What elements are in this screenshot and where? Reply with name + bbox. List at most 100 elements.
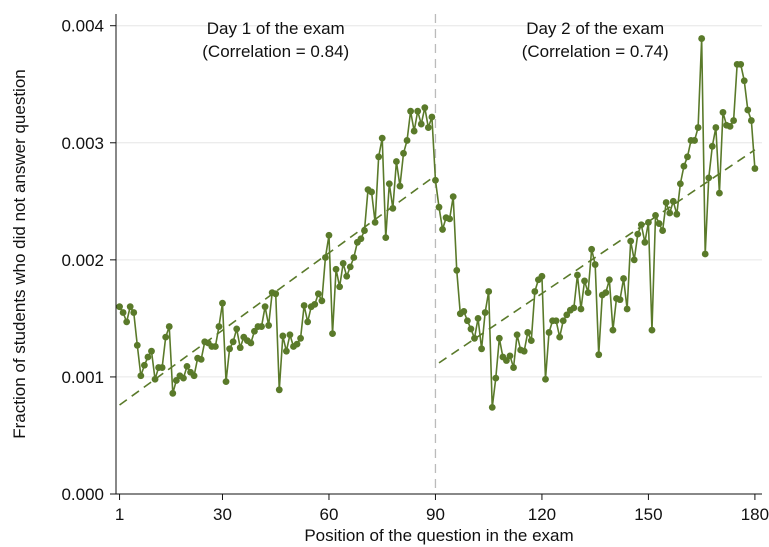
data-point [542,375,549,383]
data-point [503,357,510,364]
data-point [261,303,269,311]
series [116,35,759,411]
data-point [747,117,755,124]
data-point [407,107,415,115]
data-point [336,283,344,291]
data-point [279,332,287,340]
data-point [556,333,564,341]
data-point [712,124,720,131]
x-tick-label: 90 [426,505,445,524]
data-point [382,234,390,242]
data-point [527,337,535,345]
data-point [151,375,159,383]
y-tick-label: 0.004 [61,17,104,36]
data-point [719,108,727,116]
data-point [652,211,659,219]
data-point [410,127,418,135]
data-point [215,323,223,330]
data-point [169,389,177,397]
data-point [428,113,436,121]
data-point [708,142,716,150]
data-point [375,153,383,161]
data-point [559,317,567,325]
data-point [701,250,709,258]
data-point [698,35,706,42]
data-point [165,323,173,330]
data-point [446,215,454,223]
data-point [361,227,368,234]
data-point [655,220,663,227]
data-point [634,230,642,238]
x-tick-label: 120 [528,505,556,524]
data-point [297,334,304,342]
data-point [630,256,638,264]
data-point [645,218,652,226]
data-point [158,364,166,371]
data-point [616,296,624,304]
data-point [332,265,340,273]
data-point [116,303,123,311]
data-point [162,333,170,341]
data-point [659,227,667,234]
data-point [574,271,581,279]
data-point [219,299,226,307]
data-point [119,309,127,316]
data-point [669,197,677,205]
data-point [414,107,422,115]
data-point [705,174,713,182]
data-point [417,120,425,128]
data-point [627,237,635,245]
annotation-day1-title: Day 1 of the exam [207,19,345,38]
data-point [211,343,219,350]
data-point [329,330,336,338]
data-point [602,289,610,297]
data-point [460,307,468,315]
data-point [180,374,187,382]
data-point [314,290,322,298]
data-point [247,339,255,347]
data-point [662,199,670,206]
data-point [172,377,180,384]
data-point [236,344,244,352]
data-point [694,124,702,131]
data-point [581,277,588,285]
data-point [403,137,411,144]
x-tick-label: 60 [320,505,339,524]
data-point [325,231,333,239]
data-point [275,386,283,394]
series-line [118,37,756,409]
data-point [378,134,386,142]
data-point [751,165,759,172]
data-point [577,305,585,313]
data-point [371,218,379,226]
data-point [478,345,485,353]
data-point [318,297,326,305]
data-point [510,364,517,371]
data-point [623,305,631,313]
y-tick-label: 0.000 [61,485,104,504]
data-point [144,353,152,361]
x-tick-label: 180 [741,505,769,524]
data-point [673,210,681,218]
data-point [311,300,319,308]
labels: Fraction of students who did not answer … [10,19,669,545]
data-point [545,329,553,336]
data-point [424,124,432,131]
data-point [385,180,393,188]
data-point [350,254,358,261]
data-point [740,77,748,85]
data-point [726,122,734,130]
data-point [744,106,752,114]
data-point [393,158,400,165]
data-point [251,327,258,335]
data-point [229,338,237,346]
data-point [563,311,571,319]
data-point [588,245,596,253]
fit-lines [119,149,756,406]
data-point [570,304,578,312]
data-point [595,351,603,359]
x-tick-label: 30 [213,505,232,524]
annotation-day2-title: Day 2 of the exam [526,19,664,38]
data-point [123,318,131,326]
data-point [190,372,198,380]
